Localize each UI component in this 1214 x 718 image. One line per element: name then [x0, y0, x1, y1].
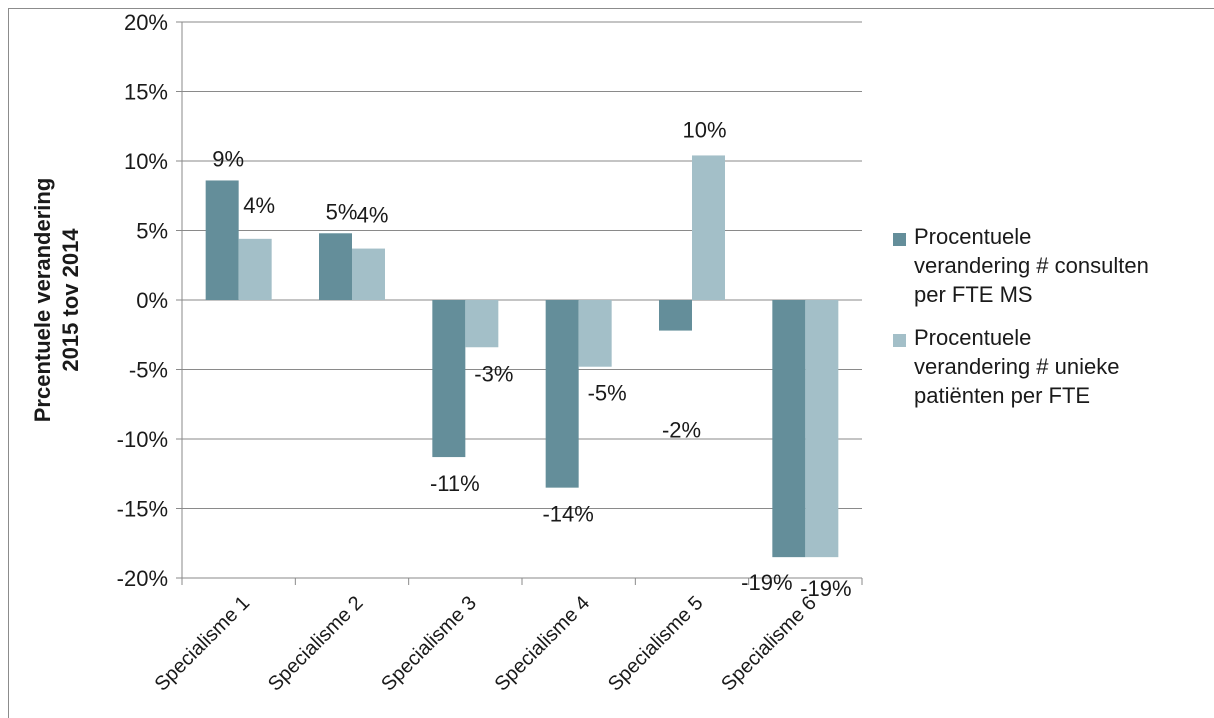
- data-label: 4%: [357, 203, 389, 228]
- bar-consulten: [205, 180, 239, 300]
- legend-swatch-consulten: [893, 233, 906, 246]
- grid-lines: [182, 21, 862, 579]
- bar-patienten: [238, 238, 272, 300]
- y-tick-label: -20%: [117, 566, 168, 591]
- x-tick-label: Specialisme 1: [151, 592, 255, 696]
- y-tick-label: -15%: [117, 497, 168, 522]
- x-tick-label: Specialisme 5: [604, 592, 708, 696]
- data-label: 5%: [326, 199, 358, 224]
- y-tick-label: -10%: [117, 427, 168, 452]
- y-tick-label: 0%: [136, 288, 168, 313]
- y-tick-label: 10%: [124, 149, 168, 174]
- y-axis-title-line-2: 2015 tov 2014: [58, 228, 83, 372]
- chart-frame: [8, 8, 1214, 718]
- bar-consulten: [772, 300, 806, 558]
- legend-label-patienten: Procentuele verandering # unieke patiënt…: [914, 325, 1120, 408]
- y-tick-label: 20%: [124, 10, 168, 35]
- data-labels: 9% 5% -11% -14% -2% -19% 4% 4% -3% -5% 10% -19%: [212, 117, 851, 601]
- legend-swatch-patienten: [893, 334, 906, 347]
- y-tick-label: -5%: [129, 358, 168, 383]
- bars: [205, 155, 839, 558]
- data-label: -2%: [662, 418, 701, 443]
- x-tick-label: Specialisme 6: [717, 592, 821, 696]
- bar-patienten: [352, 248, 385, 300]
- legend-label-consulten: Procentuele verandering # consulten per …: [914, 224, 1149, 307]
- data-label: -19%: [741, 570, 792, 595]
- bar-consulten: [432, 300, 466, 458]
- data-label: 10%: [682, 117, 726, 142]
- legend-item-consulten: Procentuele verandering # consulten per …: [893, 222, 1183, 309]
- bar-patienten: [465, 300, 499, 348]
- bar-consulten: [545, 300, 579, 488]
- legend-item-patienten: Procentuele verandering # unieke patiënt…: [893, 323, 1183, 410]
- bar-patienten: [578, 300, 612, 367]
- bar-consulten: [659, 300, 692, 331]
- data-label: -5%: [588, 381, 627, 406]
- bar-patienten: [692, 155, 725, 300]
- y-axis-title: Prcentuele verandering 2015 tov 2014: [30, 178, 83, 423]
- data-label: 9%: [212, 146, 244, 171]
- legend: Procentuele verandering # consulten per …: [893, 222, 1183, 424]
- x-tick-label: Specialisme 2: [264, 592, 368, 696]
- x-tick-label: Specialisme 3: [377, 592, 481, 696]
- y-axis-title-line-1: Prcentuele verandering: [30, 178, 55, 423]
- data-label: -3%: [474, 361, 513, 386]
- y-tick-label: 5%: [136, 219, 168, 244]
- y-tick-label: 15%: [124, 80, 168, 105]
- data-label: -14%: [542, 502, 593, 527]
- x-tick-label: Specialisme 4: [491, 592, 595, 696]
- data-label: -19%: [800, 576, 851, 601]
- bar-consulten: [319, 233, 352, 300]
- data-label: -11%: [430, 471, 480, 496]
- data-label: 4%: [243, 193, 275, 218]
- bar-patienten: [805, 300, 839, 558]
